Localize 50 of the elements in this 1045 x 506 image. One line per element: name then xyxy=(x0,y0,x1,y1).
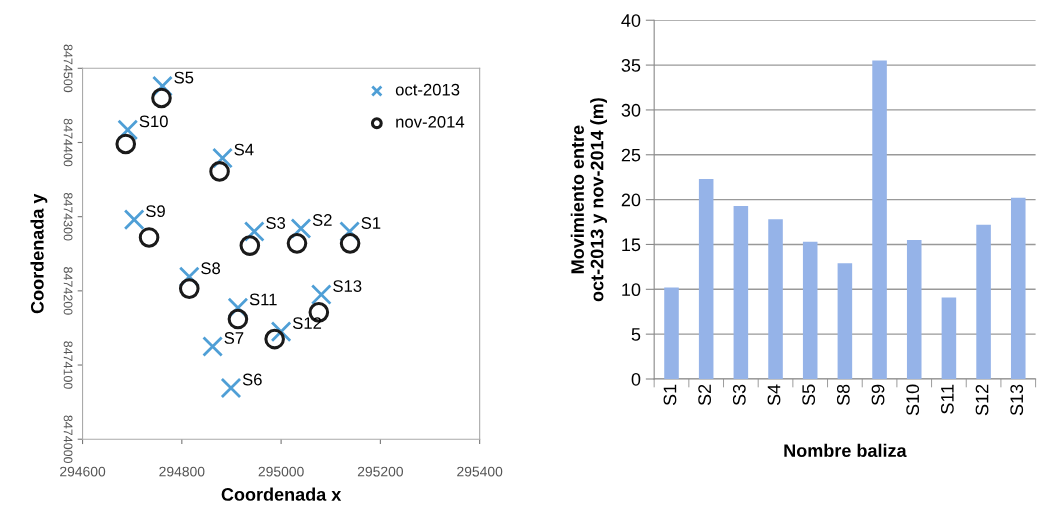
y-axis-title: Coordenada y xyxy=(30,193,48,314)
x-tick-label: S13 xyxy=(1010,384,1024,416)
annotation: S9 xyxy=(146,205,165,218)
y-axis-title: Movimiento entre oct-2013 y nov-2014 (m) xyxy=(570,98,608,302)
y-tick-label: 30 xyxy=(621,103,641,117)
annotation: S1 xyxy=(361,217,381,229)
y-tick-label: 0 xyxy=(631,372,641,386)
legend-label: nov-2014 xyxy=(396,115,465,128)
y-tick-label: 8474000 xyxy=(63,415,73,464)
annotation: S6 xyxy=(242,373,262,386)
y-tick-label: 5 xyxy=(631,328,641,341)
x-tick-label: 294800 xyxy=(159,466,205,477)
x-tick-label: S9 xyxy=(871,384,885,406)
x-tick-label: 295000 xyxy=(258,466,304,477)
x-tick-label: S10 xyxy=(906,384,920,416)
annotation: S10 xyxy=(139,115,168,128)
annotation: S5 xyxy=(174,71,194,84)
x-tick-label: S4 xyxy=(767,384,781,406)
annotation: S12 xyxy=(292,317,322,330)
annotation: S13 xyxy=(333,280,362,292)
annotation: S3 xyxy=(266,217,286,229)
x-tick-label: S3 xyxy=(732,384,746,406)
x-tick-label: S1 xyxy=(663,384,677,406)
x-tick-label: S11 xyxy=(940,384,954,414)
x-tick-label: S8 xyxy=(836,384,850,406)
y-tick-label: 20 xyxy=(621,193,641,207)
x-tick-label: S5 xyxy=(802,384,816,406)
y-tick-label: 40 xyxy=(621,14,641,27)
x-tick-label: S2 xyxy=(698,384,712,406)
y-tick-label: 8474400 xyxy=(63,118,73,167)
x-tick-label: S12 xyxy=(975,384,989,416)
y-tick-label: 8474100 xyxy=(63,341,73,389)
x-tick-label: 295200 xyxy=(357,466,404,477)
y-tick-label: 35 xyxy=(621,59,641,72)
x-axis-title: Nombre baliza xyxy=(784,443,907,458)
y-tick-label: 15 xyxy=(622,238,641,252)
y-tick-label: 8474300 xyxy=(63,192,73,241)
x-axis-title: Coordenada x xyxy=(221,487,342,501)
y-tick-label: 25 xyxy=(621,148,641,162)
annotation: S8 xyxy=(201,262,221,275)
legend-label: oct-2013 xyxy=(395,83,460,96)
annotation: S2 xyxy=(312,214,332,226)
y-tick-label: 8474200 xyxy=(63,267,73,315)
annotation: S7 xyxy=(224,332,244,344)
y-tick-label: 8474500 xyxy=(63,44,73,93)
annotation: S11 xyxy=(249,293,277,306)
annotation: S4 xyxy=(234,143,254,156)
y-tick-label: 10 xyxy=(622,283,641,297)
x-tick-label: 294600 xyxy=(60,466,106,477)
x-tick-label: 295400 xyxy=(457,466,503,477)
